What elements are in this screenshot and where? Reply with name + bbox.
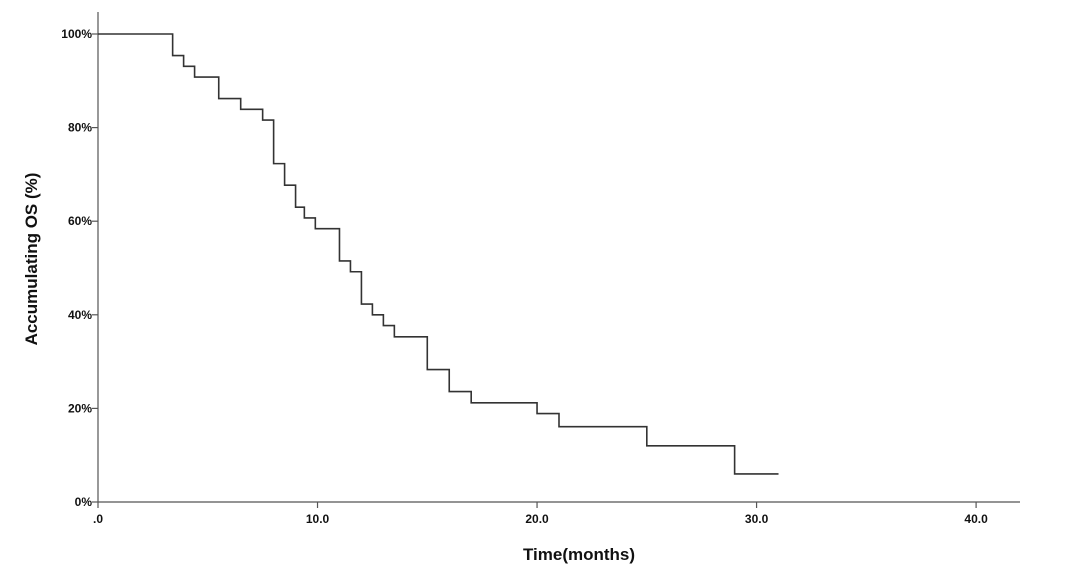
x-tick-label: 30.0 (745, 512, 769, 526)
y-tick-label: 80% (68, 121, 92, 135)
x-axis-title: Time(months) (523, 545, 635, 564)
y-tick-label: 20% (68, 401, 92, 415)
x-tick-label: 10.0 (306, 512, 330, 526)
y-axis-title: Accumulating OS (%) (22, 173, 41, 346)
x-tick-label: .0 (93, 512, 103, 526)
y-tick-label: 40% (68, 308, 92, 322)
x-tick-label: 40.0 (964, 512, 988, 526)
y-tick-label: 0% (75, 495, 93, 509)
curve-group (98, 33, 779, 475)
survival-curve (98, 33, 779, 475)
y-tick-label: 60% (68, 214, 92, 228)
axes (97, 12, 1020, 503)
ticks: 0% 20% 40% 60% 80% 100% .0 10.0 20.0 30.0 40.0 (61, 27, 988, 526)
y-tick-label: 100% (61, 27, 92, 41)
x-tick-label: 20.0 (525, 512, 549, 526)
